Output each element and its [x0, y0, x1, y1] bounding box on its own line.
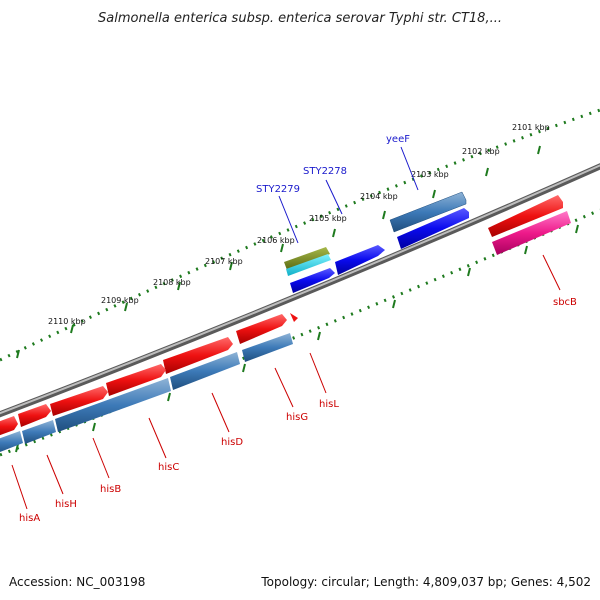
gene-label-STY2279[interactable]: STY2279 [256, 184, 300, 195]
gene-label-STY2278[interactable]: STY2278 [303, 166, 347, 177]
gene-label-hisH[interactable]: hisH [55, 499, 77, 510]
scale-label-2109: 2109 kbp [101, 296, 139, 305]
gene-feature-yeeF[interactable] [389, 191, 467, 233]
outer-major-ticks [16, 145, 541, 359]
gene-feature-hisL[interactable] [290, 313, 298, 322]
gene-label-hisA[interactable]: hisA [19, 513, 40, 524]
scale-label-2106: 2106 kbp [257, 236, 295, 245]
gene-label-hisC[interactable]: hisC [158, 462, 179, 473]
backbone [0, 163, 600, 418]
gene-features-outer [284, 191, 571, 293]
scale-label-2105: 2105 kbp [309, 214, 347, 223]
gene-feature-sbcB[interactable] [488, 195, 563, 237]
gene-feature-STY2279-c[interactable] [290, 268, 335, 293]
gene-label-sbcB[interactable]: sbcB [553, 297, 577, 308]
inner-tick-track [0, 208, 600, 457]
gene-label-hisG[interactable]: hisG [286, 412, 308, 423]
gene-features-his-reverse [0, 333, 293, 454]
scale-label-2102: 2102 kbp [462, 147, 500, 156]
gene-feature-STY2279-b[interactable] [286, 254, 331, 276]
label-leader-lines [11, 146, 561, 510]
inner-major-ticks [15, 224, 579, 453]
genome-summary-text: Topology: circular; Length: 4,809,037 bp… [260, 575, 591, 589]
scale-label-2104: 2104 kbp [360, 192, 398, 201]
gene-feature-hisA-red[interactable] [0, 416, 18, 437]
gene-feature-hisB-red[interactable] [50, 386, 108, 416]
gene-label-hisB[interactable]: hisB [100, 484, 121, 495]
accession-text: Accession: NC_003198 [9, 575, 145, 589]
gene-labels: yeeF STY2278 STY2279 sbcB hisL hisG hisD… [19, 134, 577, 524]
scale-label-2103: 2103 kbp [411, 170, 449, 179]
gene-label-hisL[interactable]: hisL [319, 399, 339, 410]
gene-feature-hisD-red[interactable] [163, 337, 233, 374]
gene-feature-STY2279-a[interactable] [284, 247, 330, 270]
scale-label-2110: 2110 kbp [48, 317, 86, 326]
gene-feature-hisD-steel[interactable] [170, 352, 240, 390]
gene-feature-hisH-steel[interactable] [22, 420, 56, 444]
scale-label-2107: 2107 kbp [205, 257, 243, 266]
gene-feature-hisG-steel[interactable] [242, 333, 293, 362]
scale-label-2101: 2101 kbp [512, 123, 550, 132]
gene-feature-STY2278[interactable] [335, 245, 385, 275]
gene-feature-hisC-red[interactable] [106, 364, 166, 396]
scale-labels: 2101 kbp 2102 kbp 2103 kbp 2104 kbp 2105… [48, 123, 550, 326]
gene-features-his-forward [0, 313, 298, 437]
gene-feature-hisG-red[interactable] [236, 314, 287, 344]
map-title: Salmonella enterica subsp. enterica sero… [98, 11, 502, 26]
gene-feature-yeeF-strand[interactable] [397, 208, 469, 249]
gene-feature-hisC-steel[interactable] [55, 378, 171, 432]
gene-feature-sbcB-strand[interactable] [492, 211, 571, 255]
gene-feature-hisH-red[interactable] [18, 404, 51, 427]
scale-label-2108: 2108 kbp [153, 278, 191, 287]
gene-feature-hisA-steel[interactable] [0, 431, 23, 454]
gene-label-yeeF[interactable]: yeeF [386, 134, 410, 145]
gene-label-hisD[interactable]: hisD [221, 437, 243, 448]
